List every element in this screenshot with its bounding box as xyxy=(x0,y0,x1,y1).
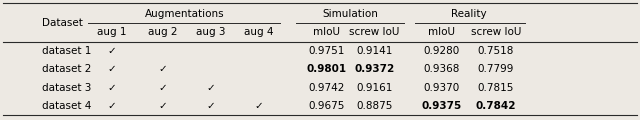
Text: 0.9675: 0.9675 xyxy=(308,101,344,111)
Text: dataset 1: dataset 1 xyxy=(42,46,91,56)
Text: dataset 3: dataset 3 xyxy=(42,83,91,93)
Text: 0.9280: 0.9280 xyxy=(424,46,460,56)
Text: Dataset: Dataset xyxy=(42,18,83,28)
Text: ✓: ✓ xyxy=(255,101,264,111)
Text: ✓: ✓ xyxy=(159,101,168,111)
Text: Reality: Reality xyxy=(451,9,486,19)
Text: Simulation: Simulation xyxy=(322,9,378,19)
Text: 0.9375: 0.9375 xyxy=(422,101,461,111)
Text: 0.9141: 0.9141 xyxy=(356,46,392,56)
Text: 0.8875: 0.8875 xyxy=(356,101,392,111)
Text: aug 2: aug 2 xyxy=(148,27,178,37)
Text: aug 1: aug 1 xyxy=(97,27,127,37)
Text: ✓: ✓ xyxy=(159,83,168,93)
Text: Augmentations: Augmentations xyxy=(145,9,224,19)
Text: ✓: ✓ xyxy=(207,101,216,111)
Text: aug 4: aug 4 xyxy=(244,27,274,37)
Text: 0.9751: 0.9751 xyxy=(308,46,344,56)
Text: mIoU: mIoU xyxy=(313,27,340,37)
Text: 0.7518: 0.7518 xyxy=(478,46,514,56)
Text: ✓: ✓ xyxy=(108,64,116,74)
Text: 0.9372: 0.9372 xyxy=(355,64,394,74)
Text: 0.7815: 0.7815 xyxy=(478,83,514,93)
Text: 0.7799: 0.7799 xyxy=(478,64,514,74)
Text: aug 3: aug 3 xyxy=(196,27,226,37)
Text: ✓: ✓ xyxy=(108,83,116,93)
Text: screw IoU: screw IoU xyxy=(471,27,521,37)
Text: ✓: ✓ xyxy=(108,101,116,111)
Text: 0.9370: 0.9370 xyxy=(424,83,460,93)
Text: 0.7842: 0.7842 xyxy=(476,101,516,111)
Text: ✓: ✓ xyxy=(207,83,216,93)
Text: 0.9742: 0.9742 xyxy=(308,83,344,93)
Text: ✓: ✓ xyxy=(159,64,168,74)
Text: 0.9161: 0.9161 xyxy=(356,83,392,93)
Text: screw IoU: screw IoU xyxy=(349,27,399,37)
Text: 0.9368: 0.9368 xyxy=(424,64,460,74)
Text: dataset 2: dataset 2 xyxy=(42,64,91,74)
Text: mIoU: mIoU xyxy=(428,27,455,37)
Text: ✓: ✓ xyxy=(108,46,116,56)
Text: dataset 4: dataset 4 xyxy=(42,101,91,111)
Text: 0.9801: 0.9801 xyxy=(307,64,346,74)
